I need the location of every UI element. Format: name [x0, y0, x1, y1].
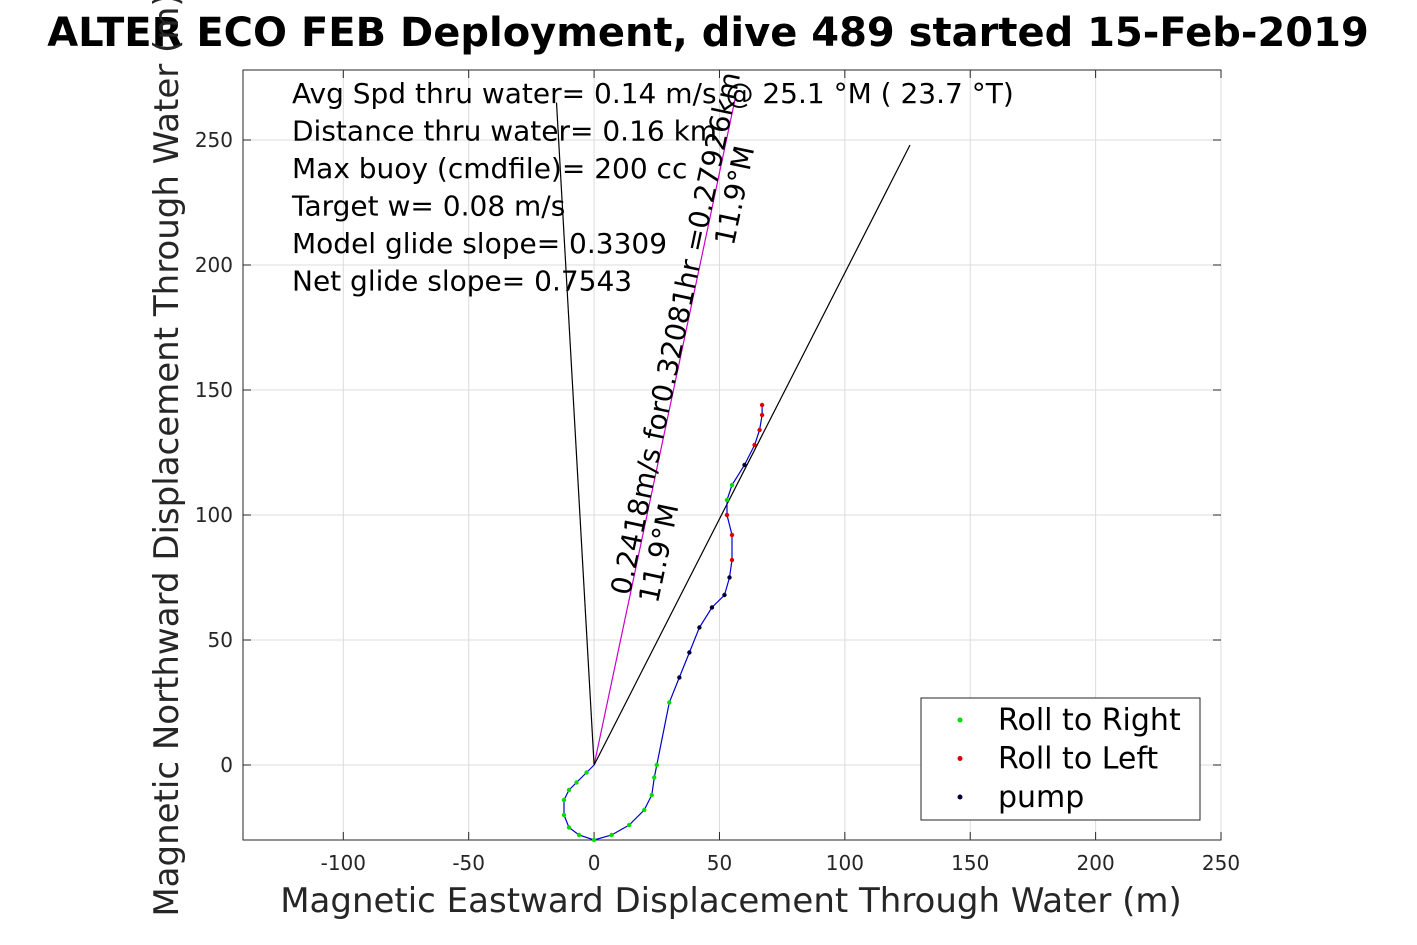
y-tick-label: 200: [195, 253, 233, 277]
point-roll-to-left: [757, 427, 762, 433]
point-pump: [697, 625, 702, 630]
point-roll-to-left: [724, 512, 730, 518]
point-roll-to-right: [561, 812, 567, 818]
x-tick-label: 50: [707, 851, 732, 875]
point-pump: [709, 605, 715, 610]
point-roll-to-right: [574, 780, 579, 785]
point-roll-to-left: [752, 442, 757, 448]
x-tick-label: -50: [452, 851, 485, 875]
course-ray-line: [593, 144, 911, 766]
x-axis-label: Magnetic Eastward Displacement Through W…: [280, 881, 1182, 921]
point-roll-to-right: [566, 787, 572, 793]
point-roll-to-left: [759, 402, 765, 408]
point-roll-to-right: [561, 797, 567, 803]
annotation-line: Distance thru water= 0.16 km: [292, 115, 717, 148]
y-tick-label: 50: [208, 628, 233, 652]
point-roll-to-right: [654, 762, 659, 768]
annotation-line: Target w= 0.08 m/s: [291, 190, 565, 223]
point-roll-to-right: [724, 497, 730, 503]
point-roll-to-right: [729, 482, 735, 488]
track-points: [561, 402, 765, 843]
legend-marker: [957, 756, 963, 761]
y-tick-label: 100: [195, 503, 233, 527]
point-pump: [677, 675, 682, 680]
y-tick-label: 150: [195, 378, 233, 402]
legend-label: pump: [998, 780, 1084, 815]
annotation-line: Avg Spd thru water= 0.14 m/s @ 25.1 °M (…: [292, 77, 1014, 110]
x-tick-label: 100: [826, 851, 864, 875]
reference-lines: [555, 89, 911, 766]
point-roll-to-right: [649, 792, 654, 798]
legend-marker: [957, 794, 963, 800]
point-roll-to-right: [576, 832, 582, 838]
point-roll-to-left: [729, 557, 735, 563]
point-roll-to-right: [609, 832, 614, 838]
y-axis-label: Magnetic Northward Displacement Through …: [147, 0, 187, 917]
point-roll-to-left: [759, 412, 765, 418]
annotation-line: Max buoy (cmdfile)= 200 cc: [292, 152, 687, 185]
point-pump: [727, 575, 732, 580]
x-tick-label: 0: [588, 851, 601, 875]
point-roll-to-right: [642, 807, 647, 813]
annotation-line: Model glide slope= 0.3309: [292, 227, 667, 260]
legend-marker: [957, 717, 963, 723]
point-roll-to-right: [591, 837, 597, 843]
x-tick-label: 150: [951, 851, 989, 875]
point-roll-to-left: [729, 532, 735, 538]
y-tick-label: 250: [195, 128, 233, 152]
x-tick-label: 250: [1202, 851, 1240, 875]
point-roll-to-right: [584, 770, 589, 775]
point-roll-to-right: [667, 700, 672, 705]
point-roll-to-right: [652, 775, 657, 780]
chart-title: ALTER ECO FEB Deployment, dive 489 start…: [47, 10, 1369, 56]
legend-label: Roll to Right: [998, 703, 1181, 738]
x-tick-label: -100: [321, 851, 366, 875]
annotation-line: Net glide slope= 0.7543: [292, 265, 632, 298]
legend-label: Roll to Left: [998, 742, 1158, 777]
x-tick-label: 200: [1077, 851, 1115, 875]
point-roll-to-right: [566, 825, 572, 830]
current-line: [593, 89, 738, 766]
point-pump: [687, 650, 692, 655]
legend-box: [920, 697, 1201, 821]
point-pump: [722, 592, 727, 598]
point-roll-to-right: [626, 822, 632, 828]
axis-ticks: -100 -50 0 50 100 150 200 250 0 50 100 150 200 250: [195, 70, 1240, 875]
y-tick-label: 0: [220, 753, 233, 777]
heading-ray-line: [555, 102, 595, 766]
point-pump: [742, 462, 747, 468]
